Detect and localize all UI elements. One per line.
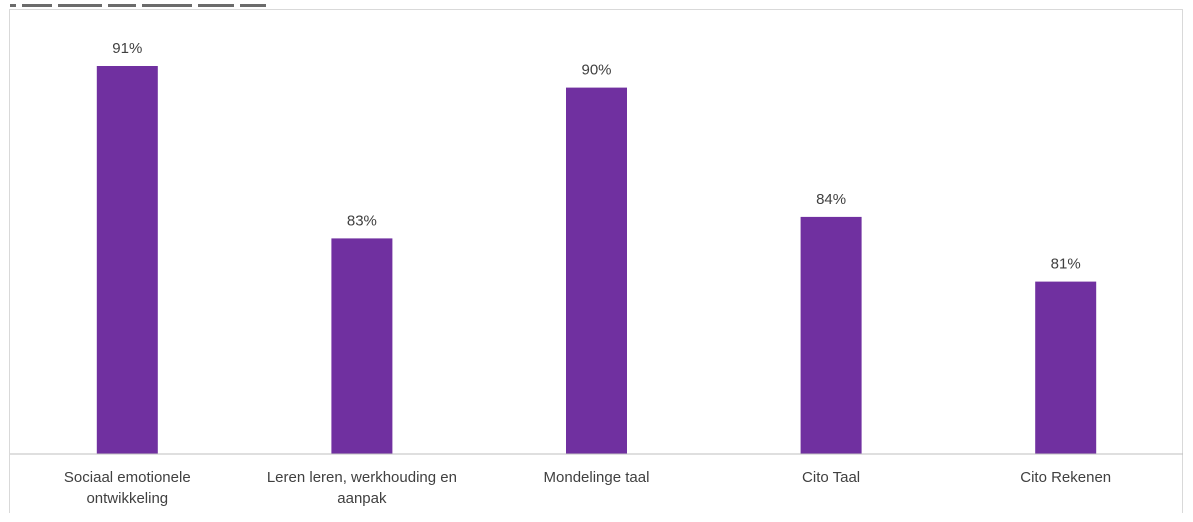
labels-layer: 91% Sociaal emotionele ontwikkeling 83% Lere… [64,40,1111,507]
data-label-5: 81% [1051,256,1081,273]
data-label-3: 90% [581,62,611,79]
bar-5 [1035,281,1097,454]
chart-frame [9,9,1183,513]
data-label-4: 84% [816,191,846,208]
category-label-1-line-1: Sociaal emotionele [64,469,191,486]
cropped-title-strip [0,0,320,9]
category-label-1-line-2: ontwikkeling [86,490,168,507]
bar-1 [96,66,158,454]
bar-4 [800,216,862,454]
data-label-2: 83% [347,212,377,229]
data-label-1: 91% [112,40,142,57]
category-label-2-line-2: aanpak [337,490,387,507]
bar-3 [566,87,627,454]
category-label-4: Cito Taal [802,469,860,486]
bar-2 [331,238,393,454]
bars-layer [96,66,1097,454]
category-label-3: Mondelinge taal [544,469,650,486]
category-label-2-line-1: Leren leren, werkhouding en [267,469,457,486]
category-label-5: Cito Rekenen [1020,469,1111,486]
